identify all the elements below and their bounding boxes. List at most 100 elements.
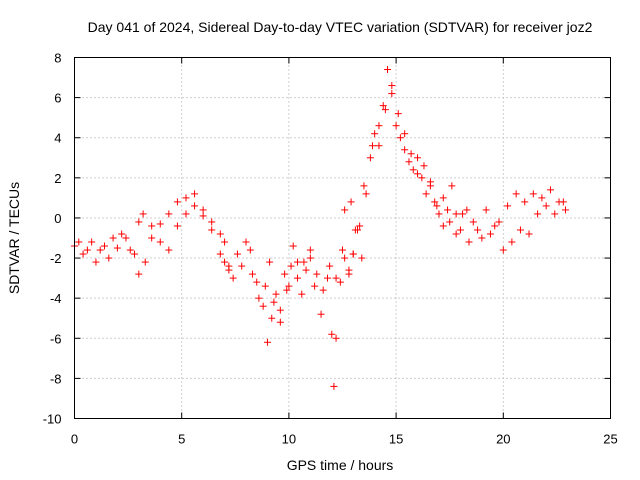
data-point bbox=[298, 290, 306, 298]
data-point bbox=[302, 266, 310, 274]
data-point bbox=[486, 230, 494, 238]
data-point bbox=[394, 110, 402, 118]
data-point bbox=[362, 190, 370, 198]
data-point bbox=[512, 190, 520, 198]
data-point bbox=[118, 230, 126, 238]
data-point bbox=[491, 222, 499, 230]
data-points bbox=[71, 66, 569, 390]
data-point bbox=[431, 198, 439, 206]
y-tick-label: 6 bbox=[54, 91, 61, 106]
data-point bbox=[465, 238, 473, 246]
plot-frame bbox=[74, 57, 611, 419]
data-point bbox=[459, 210, 467, 218]
data-point bbox=[349, 250, 357, 258]
data-point bbox=[388, 82, 396, 90]
data-point bbox=[534, 210, 542, 218]
data-point bbox=[285, 282, 293, 290]
data-point bbox=[407, 150, 415, 158]
data-point bbox=[381, 106, 389, 114]
data-point bbox=[266, 258, 274, 266]
data-point bbox=[341, 206, 349, 214]
data-point bbox=[375, 122, 383, 130]
data-point bbox=[122, 234, 130, 242]
data-point bbox=[139, 210, 147, 218]
data-point bbox=[339, 246, 346, 254]
data-point bbox=[420, 162, 428, 170]
x-tick-label: 10 bbox=[282, 432, 296, 447]
data-point bbox=[319, 286, 327, 294]
data-point bbox=[306, 254, 314, 262]
data-point bbox=[96, 246, 104, 254]
data-point bbox=[409, 166, 417, 174]
data-point bbox=[521, 198, 529, 206]
data-point bbox=[199, 206, 207, 214]
data-point bbox=[516, 226, 524, 234]
data-point bbox=[366, 154, 374, 162]
data-point bbox=[281, 270, 289, 278]
data-point bbox=[495, 218, 503, 226]
data-point bbox=[546, 186, 554, 194]
data-point bbox=[270, 298, 278, 306]
data-point bbox=[216, 230, 224, 238]
data-point bbox=[283, 286, 291, 294]
y-tick-label: -4 bbox=[50, 291, 62, 306]
data-point bbox=[156, 220, 164, 228]
data-point bbox=[156, 238, 164, 246]
data-point bbox=[354, 226, 362, 234]
data-point bbox=[448, 182, 456, 190]
data-point bbox=[92, 258, 100, 266]
data-point bbox=[261, 282, 269, 290]
data-point bbox=[259, 302, 267, 310]
data-point bbox=[238, 262, 246, 270]
data-point bbox=[105, 254, 113, 262]
data-point bbox=[392, 122, 400, 130]
data-point bbox=[229, 274, 237, 282]
data-point bbox=[538, 194, 546, 202]
data-point bbox=[182, 194, 190, 202]
data-point bbox=[263, 338, 271, 346]
data-point bbox=[165, 210, 173, 218]
series-satellite-track-a bbox=[71, 194, 229, 278]
data-point bbox=[371, 130, 379, 138]
data-point bbox=[529, 190, 537, 198]
data-point bbox=[401, 146, 409, 154]
data-point bbox=[422, 190, 430, 198]
data-point bbox=[446, 218, 454, 226]
data-point bbox=[384, 66, 392, 74]
data-point bbox=[141, 258, 149, 266]
data-point bbox=[148, 222, 156, 230]
data-point bbox=[405, 158, 413, 166]
data-point bbox=[287, 262, 295, 270]
series-satellite-track-d bbox=[225, 226, 366, 326]
data-point bbox=[208, 218, 216, 226]
series-satellite-track-c bbox=[221, 242, 357, 390]
data-point bbox=[499, 246, 507, 254]
data-point bbox=[542, 202, 550, 210]
data-point bbox=[375, 142, 383, 150]
series-satellite-track-e bbox=[341, 66, 569, 242]
data-point bbox=[358, 254, 366, 262]
data-point bbox=[131, 250, 139, 258]
data-point bbox=[418, 174, 426, 182]
data-point bbox=[317, 310, 325, 318]
data-point bbox=[165, 246, 173, 254]
data-point bbox=[332, 334, 340, 342]
data-point bbox=[439, 222, 447, 230]
data-point bbox=[551, 210, 559, 218]
y-axis-label: SDTVAR / TECUs bbox=[6, 182, 22, 294]
x-tick-label: 20 bbox=[496, 432, 510, 447]
data-point bbox=[191, 190, 199, 198]
data-point bbox=[113, 244, 121, 252]
data-point bbox=[126, 246, 134, 254]
data-point bbox=[326, 262, 334, 270]
data-point bbox=[109, 234, 117, 242]
data-point bbox=[323, 274, 331, 282]
x-tick-label: 5 bbox=[178, 432, 185, 447]
data-point bbox=[482, 206, 490, 214]
data-point bbox=[341, 254, 349, 262]
data-point bbox=[504, 202, 512, 210]
data-point bbox=[216, 250, 224, 258]
data-point bbox=[435, 210, 443, 218]
data-point bbox=[225, 266, 233, 274]
data-point bbox=[463, 206, 471, 214]
